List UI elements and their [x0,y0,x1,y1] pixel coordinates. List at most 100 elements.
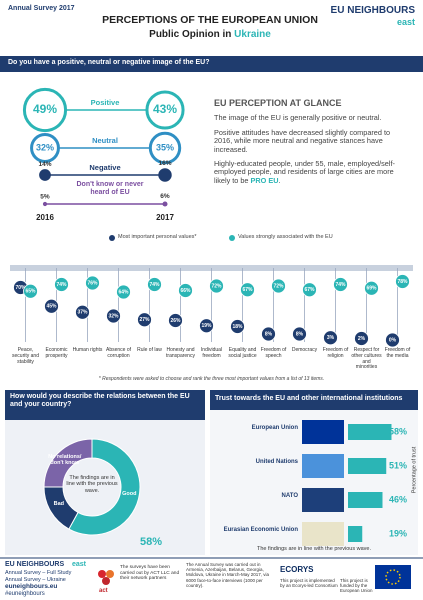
institution-flag [302,420,344,444]
series-name: Negative [89,163,121,172]
trust-note: The findings are in line with the previo… [256,546,372,552]
year-label: 2016 [36,213,54,222]
footer-logo: EU NEIGHBOURS [5,561,65,568]
value-dot-label: 67% [242,287,253,293]
funded-text: This project is funded by the European U… [340,578,373,594]
value-dot-label: 19% [201,323,212,329]
value-circle [158,168,172,182]
value-label: 49% [33,102,57,116]
value-label: 14% [38,161,51,168]
value-label: 43% [153,102,177,116]
value-dot [137,312,152,328]
donut-segment [43,438,93,488]
value-dot-label: 72% [211,283,222,289]
value-dot [271,278,286,294]
trust-bar [348,458,387,474]
logo: EU NEIGHBOURS [330,5,415,16]
value-label: 35% [156,142,174,152]
relations-note: The findings are in line with the previo… [66,475,118,494]
legend-label: Values strongly associated with the EU [238,234,333,240]
value-dot-label: 74% [335,282,346,288]
ecorys-name: ECORYS [280,565,314,574]
segment-label: Good [122,490,137,497]
series-name: Don't know or never heard of EU [76,181,144,197]
institution-flag [302,454,344,478]
category-label: Freedom of the media [384,347,411,359]
eu-stars [385,569,401,585]
act-name: act [99,588,108,594]
act-logo [106,570,114,578]
value-dot-label: 2% [358,336,366,342]
category-label: Rule of law [137,347,162,353]
year-label: 2017 [156,213,174,222]
value-dot-label: 76% [87,280,98,286]
question: Do you have a positive, neutral or negat… [8,59,210,66]
value-dot-label: 65% [25,289,36,295]
donut-segment [68,438,141,536]
method-text: The Annual Survey was carried out in Arm… [186,562,270,588]
category-label: Individual freedom [200,347,223,359]
category-label: Freedom of religion [322,347,349,359]
value-dot-label: 8% [296,331,304,337]
value-label: 6% [160,193,170,200]
value-label: 16% [158,160,171,167]
title: PERCEPTIONS OF THE EUROPEAN UNION [102,14,318,26]
institution-name: United Nations [255,459,298,465]
country: Ukraine [234,29,271,40]
institution-flag [302,522,344,546]
value-circle [30,133,60,163]
value-circle [162,201,168,207]
value-dot-label: 45% [46,304,57,310]
value-dot [385,332,400,348]
question-bar [0,56,423,72]
value-dot-label: 64% [118,289,129,295]
trust-title: Trust towards the EU and other internati… [215,395,403,402]
category-label: Honesty and transparency [166,347,195,359]
legend-swatch [229,235,235,241]
series-name: Positive [90,98,120,107]
value-dot [106,308,121,324]
survey-label: Annual Survey 2017 [8,5,75,12]
category-label: Democracy [291,347,318,353]
value-dot [116,284,131,300]
value-dot [230,319,245,334]
footer-logo-sub: east [72,561,87,568]
category-label: Economic prosperity [45,347,68,359]
value-circle [148,131,182,165]
footer-hashtag: #euneighbours [5,591,45,597]
value-dot [395,274,410,289]
value-dot [364,280,379,296]
value-dot [54,277,69,292]
series-name: Neutral [92,136,118,145]
institution-flag [302,488,344,512]
category-label: Absence of corruption [105,347,132,359]
value-dot-label: 8% [265,331,273,337]
trust-value: 46% [389,494,407,504]
value-dot [209,278,224,294]
value-dot-label: 66% [180,288,191,294]
value-dot [75,304,90,320]
value-dot-label: 26% [170,318,181,324]
value-dot [178,283,193,298]
relations-header [5,390,205,420]
footer-link: Annual Survey – Ukraine [5,576,66,583]
act-logo [98,570,106,578]
value-dot-label: 0% [389,337,397,343]
category-label: Peace, security and stability [12,347,39,365]
glance-paragraph: Positive attitudes have decreased slight… [214,127,391,154]
act-logo [102,577,110,585]
value-dot [354,331,369,346]
value-dot-label: 37% [77,310,88,316]
trust-bar [348,424,392,440]
category-label: Equality and social justice [228,347,257,359]
footer-site: euneighbours.eu [5,583,58,590]
value-dot-label: 67% [304,287,315,293]
value-dot [240,282,255,298]
value-label: 32% [36,142,54,152]
trust-header [210,390,418,410]
category-label: Respect for other cultures and minoritie… [351,347,382,371]
glance-highlight: PRO EU [250,175,279,185]
footnote: * Respondents were asked to choose and r… [98,376,325,382]
glance-text: Highly-educated people, under 55, male, … [214,158,395,185]
value-dot-label: 78% [397,279,408,285]
